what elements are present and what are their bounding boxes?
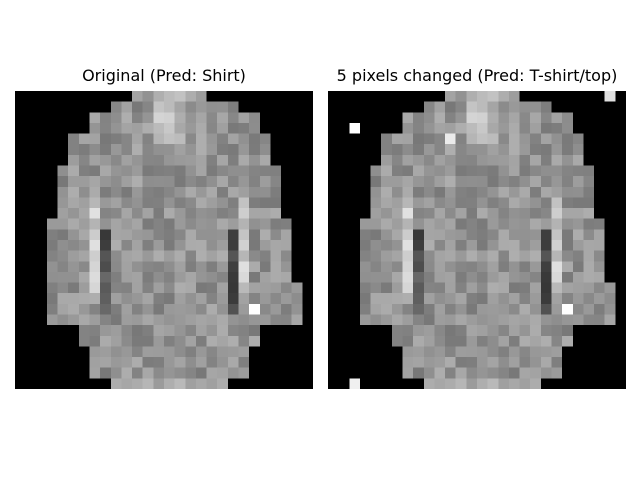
perturbed-shirt-image [328, 91, 626, 389]
adversarial-panel: 5 pixels changed (Pred: T-shirt/top) [328, 66, 626, 389]
original-panel: Original (Pred: Shirt) [15, 66, 313, 389]
shirt-image [15, 91, 313, 389]
panel-title: 5 pixels changed (Pred: T-shirt/top) [336, 66, 618, 85]
panel-title: Original (Pred: Shirt) [82, 66, 246, 85]
